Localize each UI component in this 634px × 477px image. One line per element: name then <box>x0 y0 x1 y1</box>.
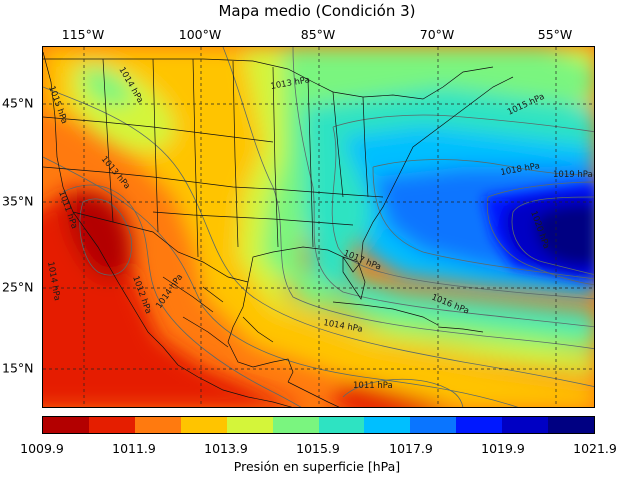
state-line-1 <box>102 58 114 223</box>
mexico-states <box>162 276 274 348</box>
colorbar-segment-5 <box>226 417 273 433</box>
central-america <box>287 381 340 407</box>
colorbar-tick-4: 1015.9 <box>296 441 340 456</box>
state-line-3 <box>192 58 199 258</box>
state-line-5 <box>272 66 279 248</box>
state-line-8 <box>43 166 384 198</box>
colorbar-tick-2: 1011.9 <box>112 441 156 456</box>
contour-line-1019 <box>486 181 594 286</box>
coastline-west <box>43 51 293 407</box>
latitude-label-15n: 15°N <box>2 360 34 376</box>
pressure-field <box>43 47 594 407</box>
colorbar-tick-3: 1013.9 <box>204 441 248 456</box>
state-line-7 <box>43 116 274 143</box>
state-line-2 <box>152 58 159 233</box>
contour-line-1011 <box>79 198 132 276</box>
contour-line-1012 <box>62 184 302 407</box>
graticule <box>43 47 594 407</box>
field-red-pacific <box>83 307 299 407</box>
colorbar-tick-5: 1017.9 <box>389 441 433 456</box>
gulf-coast <box>247 76 514 283</box>
state-line-9 <box>152 211 354 226</box>
colorbar-segment-3 <box>134 417 181 433</box>
field-green-nw <box>83 66 133 107</box>
pressure-map-svg: 1015 hPa 1014 hPa 1013 hPa 1013 hPa 1011… <box>43 47 594 407</box>
state-line-10 <box>332 91 344 198</box>
longitude-label-85w: 85°W <box>300 27 336 42</box>
pressure-map: 1015 hPa 1014 hPa 1013 hPa 1013 hPa 1011… <box>42 46 595 408</box>
contour-label-1011-caribbean: 1011 hPa <box>353 381 393 391</box>
longitude-label-55w: 55°W <box>537 27 573 42</box>
high-pressure-core <box>483 182 594 282</box>
contour-line-1020 <box>511 196 594 275</box>
contour-label-1019: 1019 hPa <box>553 170 593 180</box>
longitude-label-115w: 115°W <box>61 27 105 42</box>
colorbar <box>42 416 595 434</box>
longitude-label-70w: 70°W <box>419 27 455 42</box>
colorbar-tick-1: 1009.9 <box>20 441 64 456</box>
colorbar-segment-11 <box>502 417 549 433</box>
state-line-11 <box>362 96 369 198</box>
colorbar-tick-6: 1019.9 <box>481 441 525 456</box>
latitude-label-35n: 35°N <box>2 193 34 209</box>
contour-line-1018 <box>372 159 594 280</box>
field-darknavy <box>535 206 594 264</box>
hispaniola <box>437 326 484 333</box>
longitude-label-100w: 100°W <box>178 27 222 42</box>
contour-line-1016 <box>292 47 594 328</box>
latitude-label-45n: 45°N <box>2 95 34 111</box>
contour-line-1014 <box>43 86 594 387</box>
cuba <box>332 301 439 326</box>
colorbar-segment-1 <box>43 417 89 433</box>
colorbar-label: Presión en superficie [hPa] <box>233 459 401 474</box>
colorbar-segment-6 <box>272 417 319 433</box>
latitude-label-25n: 25°N <box>2 279 34 295</box>
contour-line-1013 <box>43 156 519 407</box>
borders <box>43 51 514 407</box>
colorbar-segment-4 <box>180 417 227 433</box>
contour-lines <box>43 47 594 407</box>
contour-line-1017 <box>331 114 594 300</box>
florida <box>342 256 366 300</box>
colorbar-segment-8 <box>364 417 411 433</box>
mexico-east-coast <box>227 281 294 383</box>
colorbar-segment-7 <box>318 417 365 433</box>
map-title: Mapa medio (Condición 3) <box>218 2 416 20</box>
field-darkred-low <box>67 191 133 279</box>
contour-line-1011-south <box>342 378 464 407</box>
colorbar-tick-7: 1021.9 <box>573 441 617 456</box>
colorbar-segment-10 <box>456 417 503 433</box>
contour-line-1015 <box>222 47 594 350</box>
colorbar-segment-12 <box>548 417 595 433</box>
colorbar-segment-9 <box>410 417 457 433</box>
state-line-6 <box>307 78 314 248</box>
colorbar-segment-2 <box>88 417 135 433</box>
